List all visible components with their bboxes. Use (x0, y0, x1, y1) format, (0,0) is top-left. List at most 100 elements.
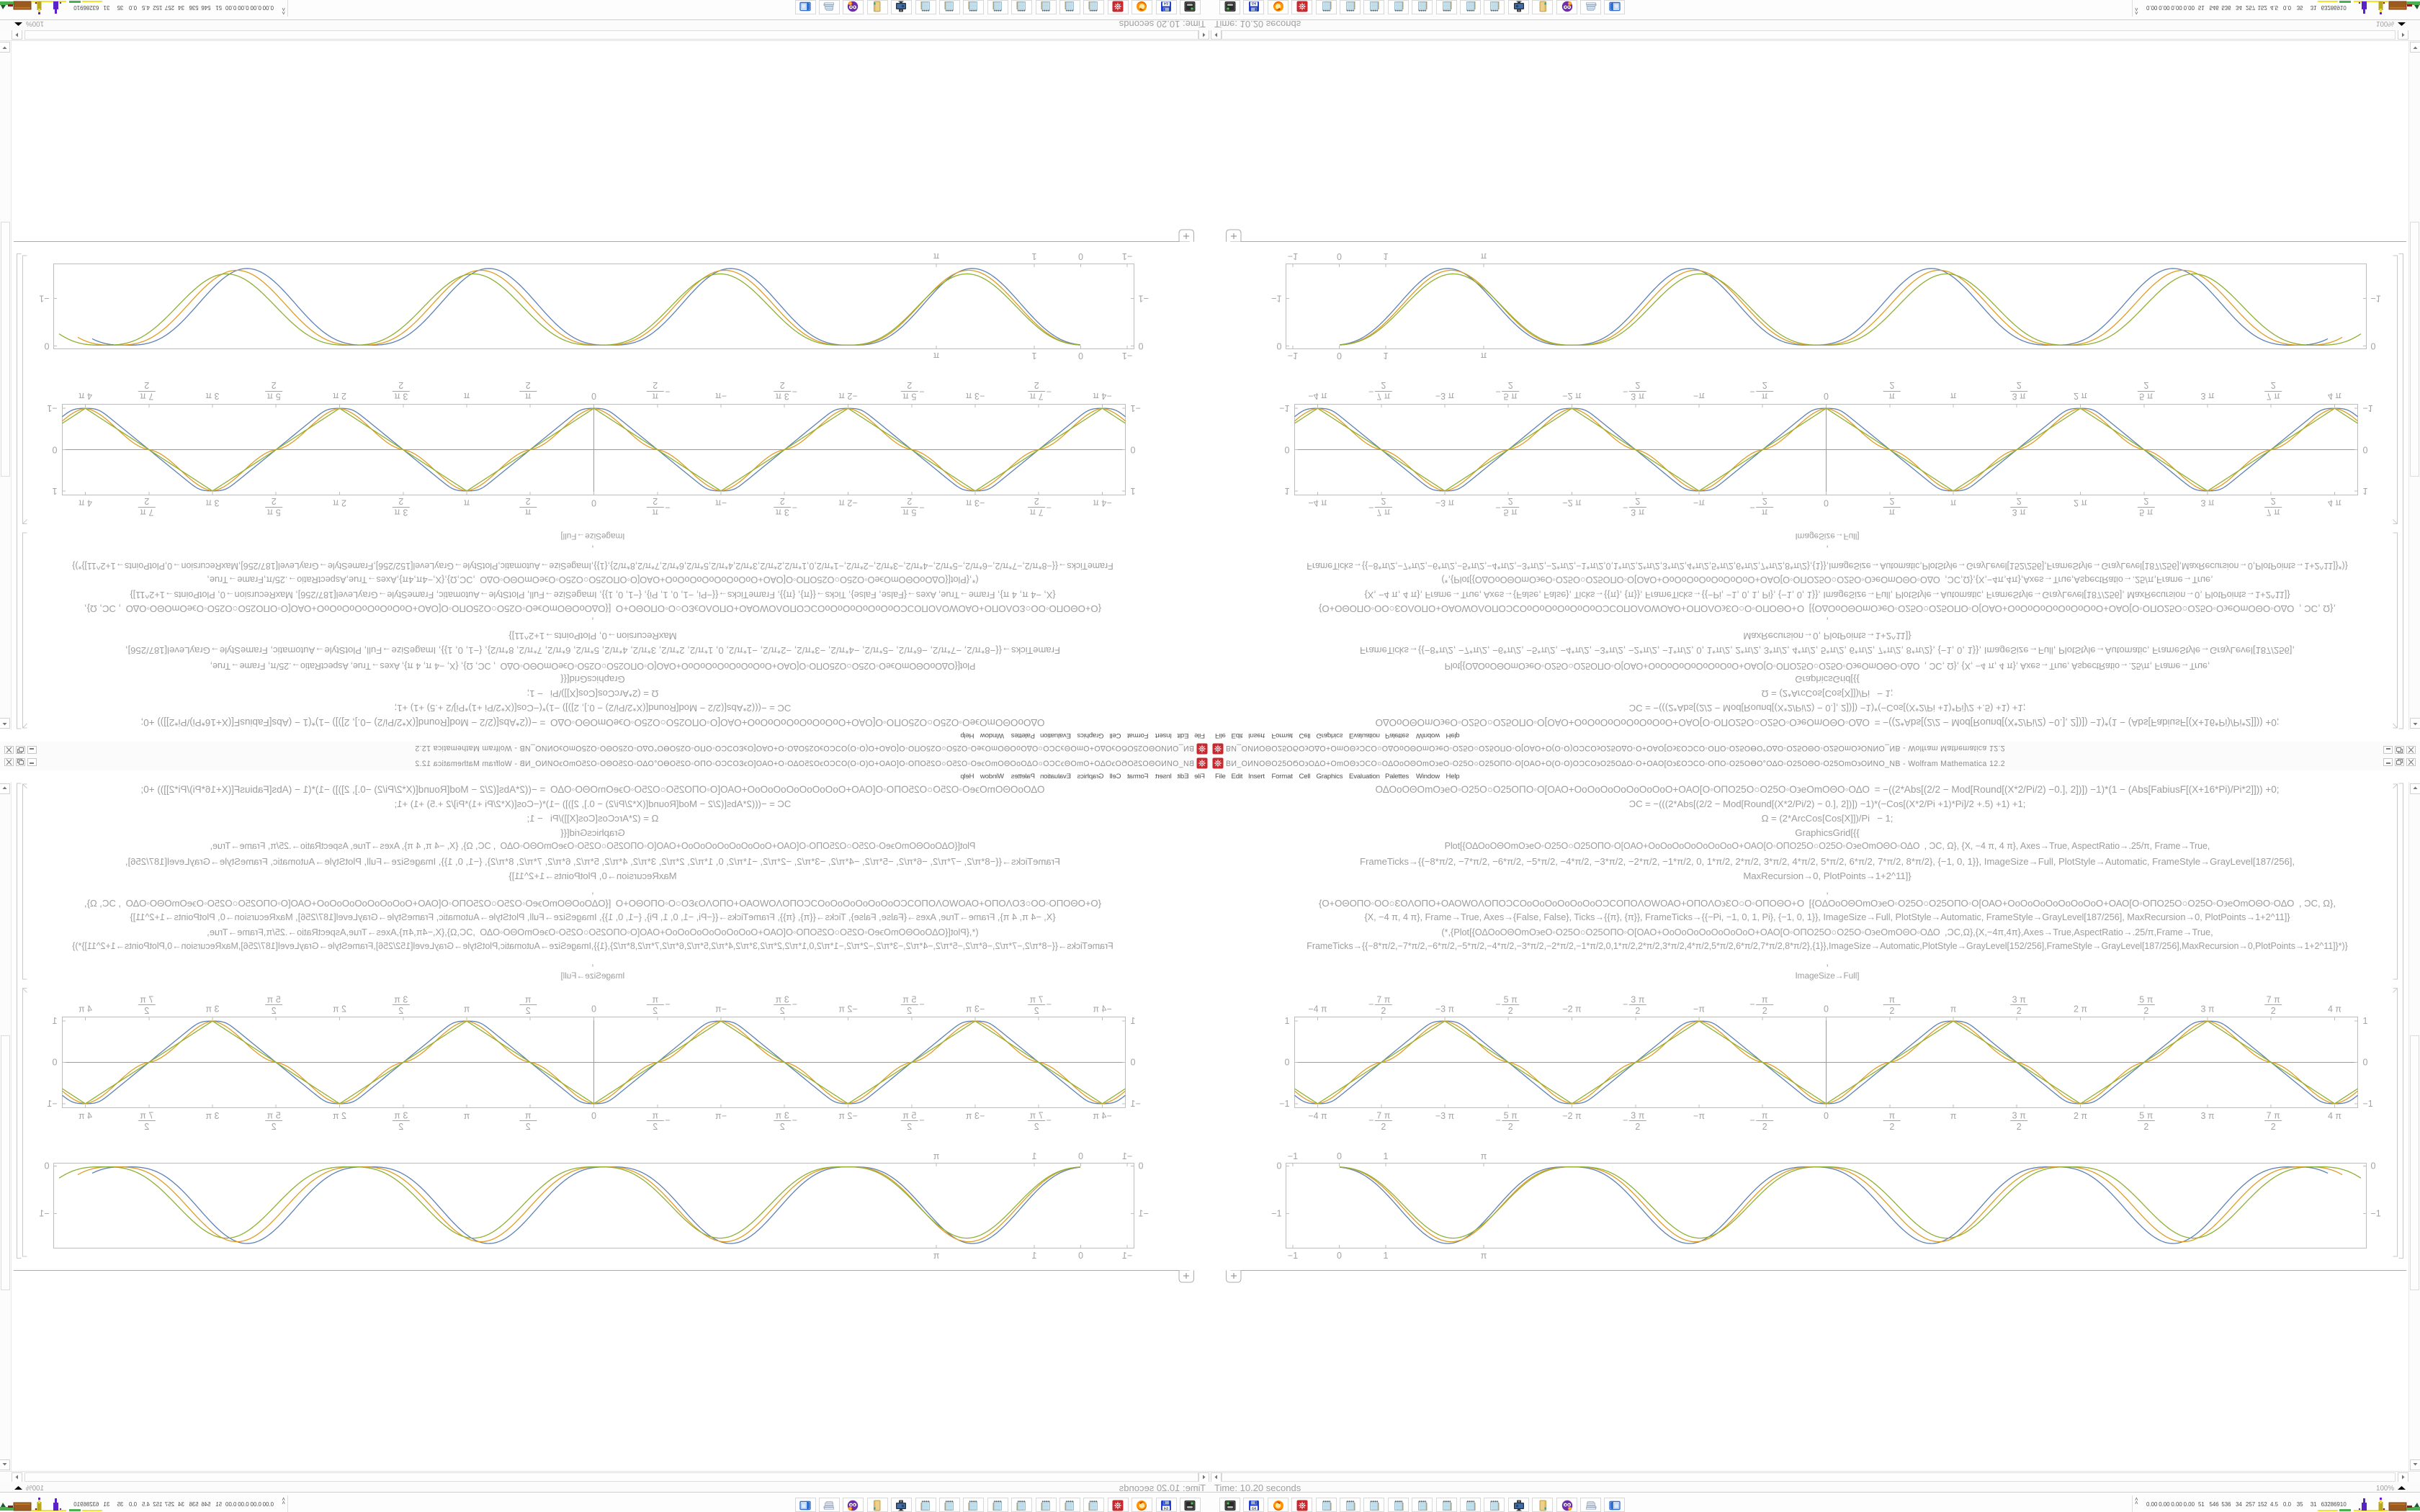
svg-text:3 π: 3 π (2200, 1004, 2214, 1014)
svg-text:π: π (463, 391, 470, 401)
svg-text:1: 1 (2363, 1016, 2368, 1026)
svg-text:−: − (1623, 1115, 1628, 1125)
svg-text:−2 π: −2 π (1562, 391, 1582, 401)
svg-text:3 π: 3 π (775, 995, 789, 1005)
svg-text:−: − (1750, 387, 1755, 397)
svg-text:−π: −π (715, 498, 727, 508)
svg-text:3 π: 3 π (2012, 508, 2026, 518)
svg-text:2: 2 (1508, 1122, 1513, 1132)
svg-text:5 π: 5 π (2139, 508, 2153, 518)
svg-text:3 π: 3 π (775, 1111, 789, 1121)
svg-text:−: − (1368, 503, 1373, 513)
svg-text:−4 π: −4 π (1093, 1111, 1112, 1121)
svg-text:−: − (1368, 387, 1373, 397)
svg-text:5 π: 5 π (1504, 508, 1518, 518)
svg-text:2: 2 (1762, 1006, 1767, 1016)
svg-text:2: 2 (2143, 380, 2148, 390)
svg-text:3 π: 3 π (1631, 995, 1644, 1005)
svg-text:−4 π: −4 π (1093, 391, 1112, 401)
svg-text:−1: −1 (1288, 351, 1298, 361)
svg-text:2: 2 (1508, 1006, 1513, 1016)
svg-text:2: 2 (780, 1006, 785, 1016)
svg-text:2: 2 (272, 380, 277, 390)
svg-text:2: 2 (1635, 1006, 1640, 1016)
svg-text:0: 0 (1078, 1251, 1083, 1261)
svg-text:2 π: 2 π (2074, 1004, 2087, 1014)
svg-text:0: 0 (1285, 1058, 1290, 1068)
svg-text:0: 0 (591, 391, 596, 401)
svg-text:0: 0 (2371, 1161, 2376, 1171)
svg-text:2: 2 (144, 1006, 149, 1016)
svg-text:π: π (652, 508, 658, 518)
svg-text:2: 2 (144, 496, 149, 506)
svg-text:π: π (1888, 392, 1895, 402)
svg-text:π: π (525, 508, 532, 518)
svg-text:π: π (652, 1111, 658, 1121)
svg-text:π: π (1950, 391, 1957, 401)
svg-text:−1: −1 (1138, 1209, 1148, 1219)
svg-text:2: 2 (907, 380, 912, 390)
svg-text:π: π (1762, 392, 1768, 402)
svg-text:−: − (1496, 387, 1501, 397)
svg-text:−: − (665, 999, 670, 1009)
svg-text:−: − (1047, 503, 1052, 513)
svg-text:−: − (1750, 503, 1755, 513)
svg-text:0: 0 (2371, 341, 2376, 351)
svg-text:−1: −1 (1122, 1251, 1132, 1261)
svg-text:−1: −1 (1271, 1209, 1281, 1219)
svg-text:−π: −π (715, 391, 727, 401)
svg-text:−1: −1 (1122, 251, 1132, 261)
svg-text:3 π: 3 π (775, 508, 789, 518)
svg-text:−π: −π (1693, 1111, 1705, 1121)
svg-text:−1: −1 (1122, 351, 1132, 361)
svg-text:2 π: 2 π (333, 1004, 346, 1014)
svg-text:−1: −1 (2363, 403, 2373, 413)
svg-text:−: − (665, 1115, 670, 1125)
svg-text:−π: −π (715, 1111, 727, 1121)
svg-text:2 π: 2 π (2074, 391, 2087, 401)
svg-text:2: 2 (526, 1122, 531, 1132)
svg-text:5 π: 5 π (266, 508, 280, 518)
svg-text:0: 0 (1078, 251, 1083, 261)
svg-text:−1: −1 (39, 1209, 49, 1219)
svg-text:−: − (1368, 1115, 1373, 1125)
svg-text:−3 π: −3 π (1435, 391, 1455, 401)
svg-text:−4 π: −4 π (1093, 1004, 1112, 1014)
svg-text:2 π: 2 π (2074, 498, 2087, 508)
svg-text:π: π (1762, 995, 1768, 1005)
svg-text:4 π: 4 π (2328, 498, 2341, 508)
svg-text:π: π (525, 995, 532, 1005)
svg-text:3 π: 3 π (205, 1111, 219, 1121)
svg-text:2: 2 (1635, 380, 1640, 390)
svg-text:3 π: 3 π (205, 498, 219, 508)
svg-text:−1: −1 (39, 294, 49, 304)
svg-text:0: 0 (1824, 1111, 1829, 1121)
svg-text:π: π (933, 351, 939, 361)
svg-text:2: 2 (653, 496, 658, 506)
svg-text:2: 2 (2143, 1006, 2148, 1016)
svg-text:2: 2 (272, 496, 277, 506)
svg-text:4 π: 4 π (2328, 1004, 2341, 1014)
svg-text:−4 π: −4 π (1093, 498, 1112, 508)
svg-text:2: 2 (780, 380, 785, 390)
svg-text:5 π: 5 π (2139, 392, 2153, 402)
svg-text:−π: −π (1693, 1004, 1705, 1014)
svg-text:−2 π: −2 π (838, 498, 858, 508)
svg-text:3 π: 3 π (775, 392, 789, 402)
svg-text:−: − (1496, 999, 1501, 1009)
svg-text:π: π (463, 1004, 470, 1014)
svg-text:1: 1 (53, 1016, 58, 1026)
svg-text:−4 π: −4 π (1308, 1004, 1327, 1014)
svg-text:π: π (933, 251, 939, 261)
svg-text:0: 0 (2363, 1058, 2368, 1068)
svg-text:5 π: 5 π (1504, 995, 1518, 1005)
svg-text:5 π: 5 π (1504, 392, 1518, 402)
svg-text:0: 0 (1138, 1161, 1143, 1171)
svg-text:0: 0 (45, 341, 50, 351)
svg-text:3 π: 3 π (2012, 995, 2026, 1005)
svg-text:−1: −1 (47, 1099, 57, 1109)
svg-text:7 π: 7 π (1376, 995, 1390, 1005)
svg-text:π: π (1762, 1111, 1768, 1121)
svg-text:−: − (792, 1115, 797, 1125)
svg-text:0: 0 (1337, 251, 1342, 261)
